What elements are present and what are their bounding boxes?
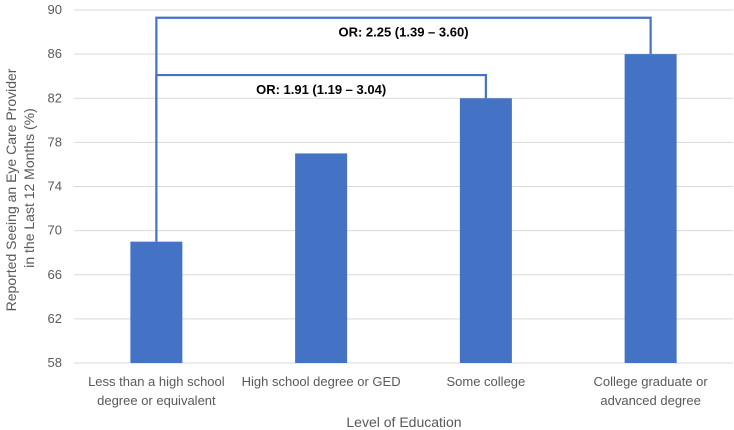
y-tick-label: 70 <box>48 223 62 238</box>
y-axis-title: Reported Seeing an Eye Care Provider in … <box>3 65 37 312</box>
gridlines <box>74 9 733 364</box>
y-tick-label: 74 <box>48 179 62 194</box>
y-tick-label: 78 <box>48 134 62 149</box>
bar <box>295 153 348 363</box>
y-tick-label: 82 <box>48 90 62 105</box>
x-axis-category-labels: Less than a high school degree or equival… <box>88 374 708 408</box>
x-tick-label: degree or equivalent <box>97 393 216 408</box>
y-tick-label: 86 <box>48 46 62 61</box>
y-tick-label: 90 <box>48 2 62 17</box>
bars <box>130 54 677 363</box>
x-tick-label: Some college <box>446 374 525 389</box>
significance-bracket <box>155 16 652 120</box>
x-tick-label: College graduate or <box>594 374 709 389</box>
bar <box>624 54 677 363</box>
odds-ratio-label: OR: 1.91 (1.19 – 3.04) <box>256 82 386 97</box>
bar <box>459 98 512 363</box>
y-tick-label: 58 <box>48 355 62 370</box>
y-axis-title-line-1: Reported Seeing an Eye Care Provider <box>3 68 19 311</box>
y-tick-label: 66 <box>48 267 62 282</box>
x-tick-label: Less than a high school <box>88 374 225 389</box>
x-tick-label: High school degree or GED <box>242 374 401 389</box>
significance-bracket <box>155 73 487 120</box>
x-tick-label: advanced degree <box>600 393 700 408</box>
y-tick-label: 62 <box>48 311 62 326</box>
y-axis-title-line-2: in the Last 12 Months (%) <box>21 108 37 268</box>
odds-ratio-label: OR: 2.25 (1.39 – 3.60) <box>338 25 468 40</box>
significance-brackets: OR: 2.25 (1.39 – 3.60) OR: 1.91 (1.19 – 3… <box>155 16 652 242</box>
x-axis-title: Level of Education <box>346 414 461 430</box>
bar <box>130 241 183 363</box>
y-axis-ticks: 58 62 66 70 74 78 82 86 90 <box>48 2 62 370</box>
